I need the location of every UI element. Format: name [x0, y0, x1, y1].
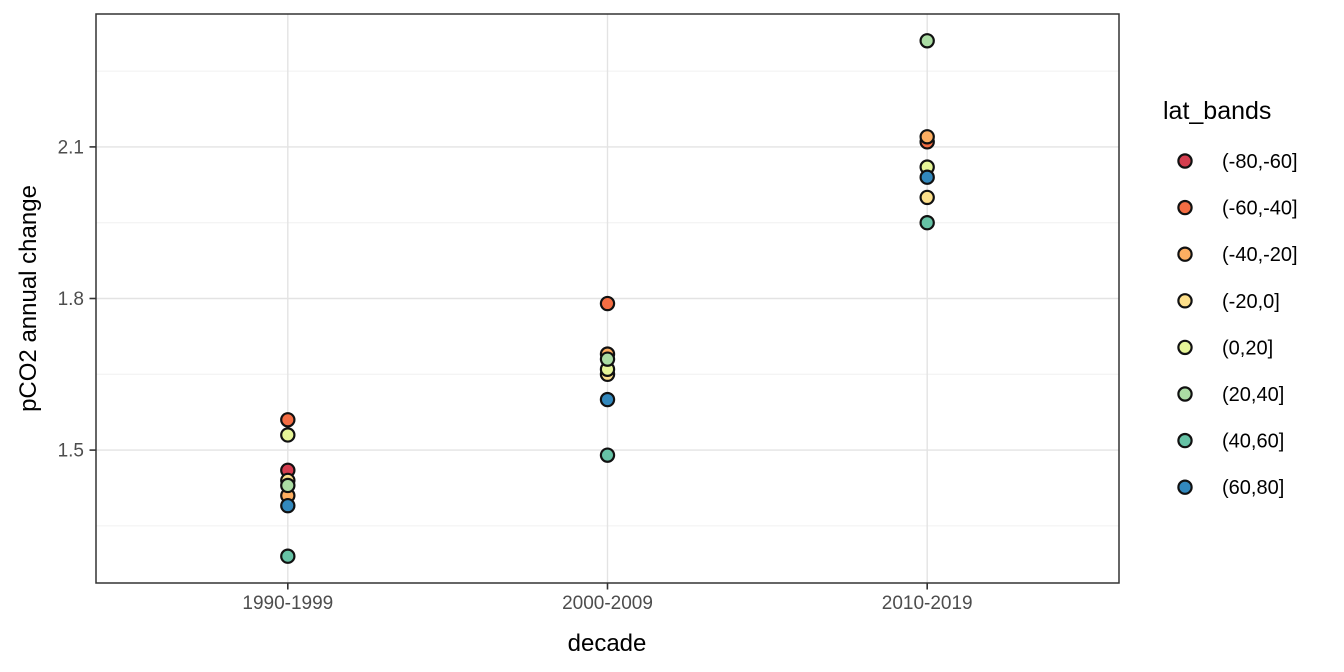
- data-point: [599, 391, 616, 408]
- legend-key-swatch: [1177, 339, 1193, 356]
- legend-item: (60,80]: [1177, 477, 1284, 499]
- legend-items-group: (-80,-60] (-60,-40] (-40,-20] (-20,0] (0,20]…: [1177, 151, 1298, 499]
- data-point: [919, 169, 935, 185]
- y-axis-title: pCO2 annual change: [15, 185, 42, 412]
- legend-item-label: (60,80]: [1222, 477, 1284, 499]
- data-point: [919, 189, 935, 206]
- legend-title: lat_bands: [1163, 97, 1271, 125]
- legend-key-swatch: [1177, 386, 1193, 402]
- legend-item-label: (40,60]: [1222, 431, 1284, 453]
- legend-item: (0,20]: [1177, 337, 1273, 359]
- data-point: [599, 351, 616, 367]
- x-tick-label: 2000-2009: [562, 593, 653, 614]
- axis-ticks-group: [89, 146, 928, 590]
- legend-key-swatch: [1177, 153, 1193, 169]
- data-point: [599, 447, 616, 463]
- y-tick-labels-group: 1.5 1.8 2.1: [58, 137, 84, 461]
- data-point: [280, 548, 296, 564]
- legend-key-swatch: [1177, 432, 1193, 449]
- y-tick-label: 1.5: [58, 441, 84, 462]
- legend-key-swatch: [1177, 246, 1193, 262]
- data-point: [919, 129, 935, 145]
- legend-key-swatch: [1177, 293, 1193, 309]
- y-tick-label: 1.8: [58, 289, 84, 310]
- data-point: [280, 412, 296, 428]
- data-point: [919, 215, 935, 231]
- data-point: [599, 295, 616, 312]
- legend-item-label: (0,20]: [1222, 337, 1273, 359]
- x-tick-label: 2010-2019: [882, 593, 973, 614]
- data-point: [280, 477, 296, 494]
- legend-item: (40,60]: [1177, 431, 1284, 453]
- legend-item: (-20,0]: [1177, 291, 1280, 313]
- data-points-group: [280, 33, 935, 564]
- legend-item-label: (-60,-40]: [1222, 198, 1298, 220]
- data-point: [280, 427, 296, 443]
- legend-item: (-80,-60]: [1177, 151, 1298, 173]
- legend-item-label: (-40,-20]: [1222, 244, 1298, 266]
- legend-key-swatch: [1177, 199, 1193, 216]
- data-point: [919, 33, 935, 49]
- x-tick-label: 1990-1999: [242, 593, 333, 614]
- legend-item: (-40,-20]: [1177, 244, 1298, 266]
- legend-item: (-60,-40]: [1177, 198, 1298, 220]
- y-tick-label: 2.1: [58, 137, 84, 158]
- legend-key-swatch: [1177, 479, 1193, 495]
- legend-item-label: (20,40]: [1222, 384, 1284, 406]
- legend-item-label: (-20,0]: [1222, 291, 1280, 313]
- x-tick-labels-group: 1990-1999 2000-2009 2010-2019: [242, 593, 972, 614]
- data-point: [280, 497, 296, 514]
- legend: lat_bands (-80,-60] (-60,-40] (-40,-20] (-2…: [1163, 97, 1298, 499]
- x-axis-title: decade: [568, 630, 647, 657]
- legend-item-label: (-80,-60]: [1222, 151, 1298, 173]
- legend-item: (20,40]: [1177, 384, 1284, 406]
